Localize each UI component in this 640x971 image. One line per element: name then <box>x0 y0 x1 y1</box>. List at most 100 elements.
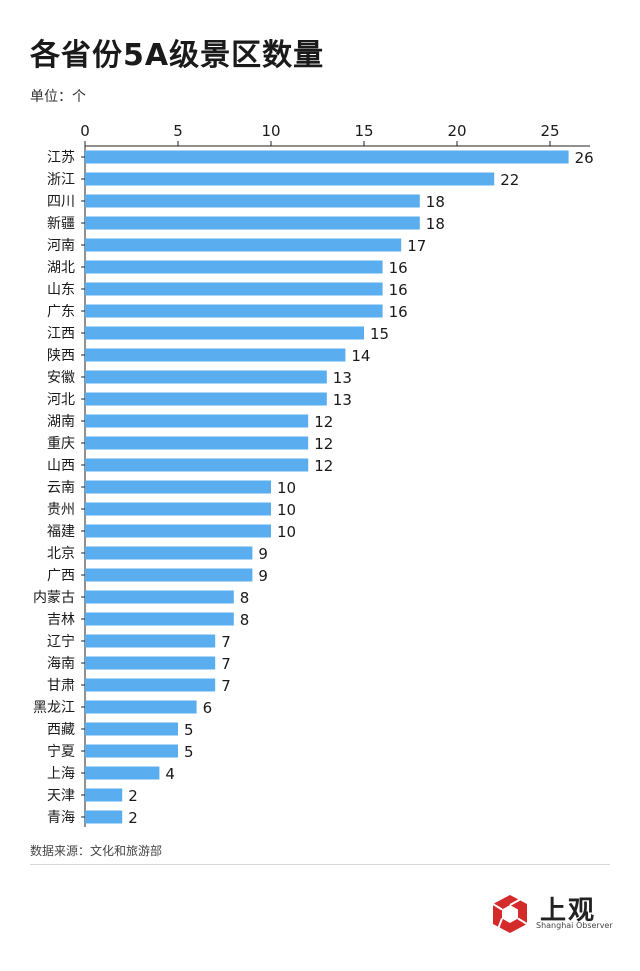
value-label: 22 <box>500 171 519 189</box>
category-label: 宁夏 <box>47 743 75 760</box>
bar <box>85 458 309 472</box>
category-label: 安徽 <box>47 370 75 386</box>
value-label: 7 <box>221 677 231 695</box>
category-label: 重庆 <box>47 436 75 452</box>
category-label: 江苏 <box>47 150 75 166</box>
category-label: 西藏 <box>47 722 75 738</box>
brand-english-name: Shanghai Observer <box>536 921 613 930</box>
category-label: 江西 <box>47 326 75 342</box>
value-label: 2 <box>128 809 138 827</box>
value-label: 12 <box>314 457 333 475</box>
category-label: 浙江 <box>47 172 75 188</box>
bar <box>85 260 383 274</box>
bar <box>85 656 216 670</box>
category-label: 河南 <box>47 238 75 254</box>
category-label: 陕西 <box>47 348 75 364</box>
value-label: 8 <box>240 589 250 607</box>
category-label: 青海 <box>47 810 75 826</box>
value-label: 2 <box>128 787 138 805</box>
bar <box>85 634 216 648</box>
bar <box>85 238 402 252</box>
brand-name: 上观 <box>540 896 597 926</box>
value-label: 10 <box>277 523 296 541</box>
bar <box>85 524 271 538</box>
bar <box>85 392 327 406</box>
x-tick-label: 5 <box>173 122 183 140</box>
x-tick-label: 0 <box>80 122 90 140</box>
bar <box>85 436 309 450</box>
bar <box>85 370 327 384</box>
category-label: 福建 <box>47 524 75 540</box>
bar <box>85 546 253 560</box>
value-label: 7 <box>221 655 231 673</box>
category-label: 四川 <box>47 194 75 210</box>
bar <box>85 216 420 230</box>
x-tick-label: 20 <box>447 122 466 140</box>
bar <box>85 326 364 340</box>
value-label: 12 <box>314 435 333 453</box>
category-label: 上海 <box>47 766 75 782</box>
value-label: 15 <box>370 325 389 343</box>
category-label: 广东 <box>47 304 75 320</box>
value-label: 18 <box>426 215 445 233</box>
unit-label: 单位：个 <box>30 89 86 105</box>
bar <box>85 502 271 516</box>
category-label: 山东 <box>47 282 75 298</box>
value-label: 13 <box>333 369 352 387</box>
value-label: 26 <box>575 149 594 167</box>
bar <box>85 788 123 802</box>
x-tick-label: 15 <box>354 122 373 140</box>
category-label: 辽宁 <box>47 633 75 650</box>
bar <box>85 612 234 626</box>
value-label: 9 <box>258 545 268 563</box>
bar <box>85 722 178 736</box>
value-label: 16 <box>389 303 408 321</box>
category-label: 天津 <box>47 788 75 804</box>
category-label: 海南 <box>47 656 75 672</box>
brand-block: 上观 Shanghai Observer <box>490 892 613 936</box>
category-label: 甘肃 <box>47 678 75 694</box>
chart-title: 各省份5A级景区数量 <box>30 38 325 73</box>
category-label: 贵州 <box>47 502 75 518</box>
value-label: 12 <box>314 413 333 431</box>
bar <box>85 194 420 208</box>
bar <box>85 304 383 318</box>
bar <box>85 590 234 604</box>
category-label: 新疆 <box>47 216 75 232</box>
value-label: 4 <box>165 765 175 783</box>
value-label: 16 <box>389 259 408 277</box>
category-label: 黑龙江 <box>33 700 75 716</box>
bar <box>85 172 495 186</box>
bar <box>85 744 178 758</box>
bar <box>85 810 123 824</box>
bar <box>85 678 216 692</box>
bar <box>85 568 253 582</box>
x-tick-label: 10 <box>261 122 280 140</box>
category-label: 湖南 <box>47 414 75 430</box>
category-label: 云南 <box>47 480 75 496</box>
bar <box>85 150 569 164</box>
value-label: 8 <box>240 611 250 629</box>
bar <box>85 480 271 494</box>
value-label: 7 <box>221 633 231 651</box>
category-label: 山西 <box>47 458 75 474</box>
category-label: 北京 <box>47 546 75 562</box>
footer-divider <box>30 864 610 865</box>
bar <box>85 766 160 780</box>
source-note: 数据来源：文化和旅游部 <box>30 844 163 858</box>
value-label: 5 <box>184 743 194 761</box>
bar <box>85 414 309 428</box>
category-label: 河北 <box>47 392 75 408</box>
bar <box>85 282 383 296</box>
value-label: 17 <box>407 237 426 255</box>
value-label: 10 <box>277 479 296 497</box>
bar <box>85 700 197 714</box>
bar <box>85 348 346 362</box>
category-label: 广西 <box>47 568 75 584</box>
x-tick-label: 25 <box>540 122 559 140</box>
value-label: 6 <box>203 699 213 717</box>
value-label: 16 <box>389 281 408 299</box>
category-label: 内蒙古 <box>33 590 75 606</box>
value-label: 18 <box>426 193 445 211</box>
